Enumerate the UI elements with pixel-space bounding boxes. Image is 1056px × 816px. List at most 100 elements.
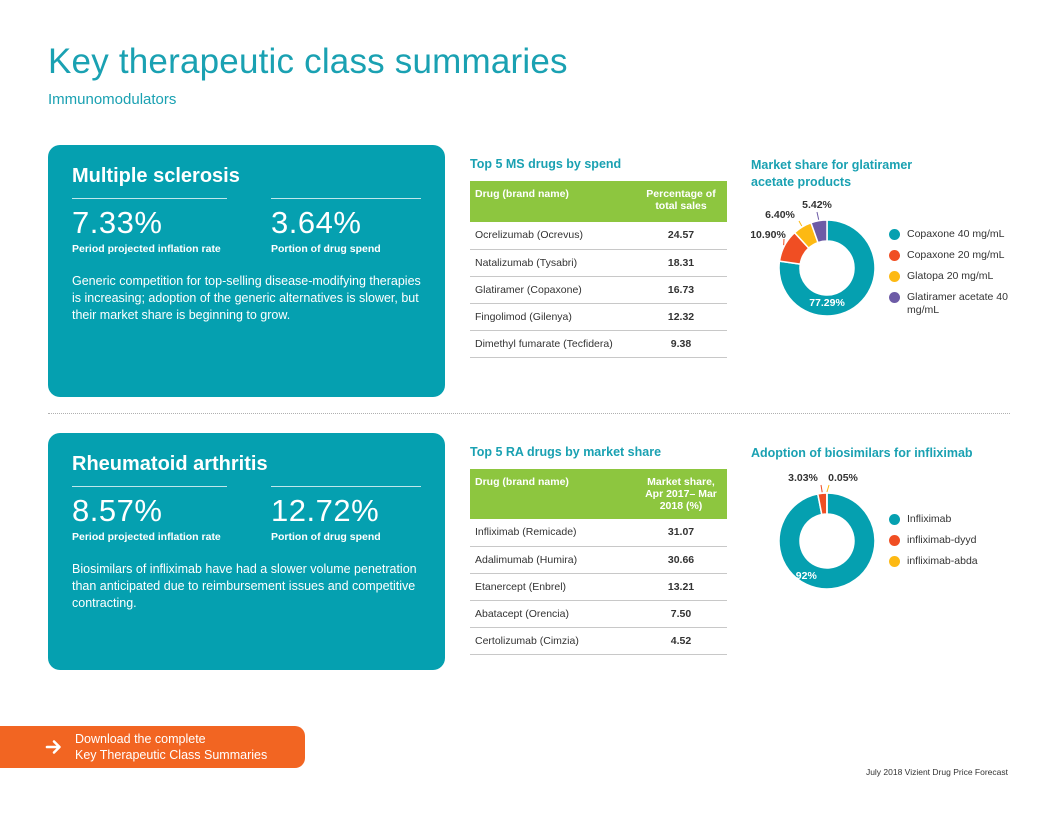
column-header-drug: Drug (brand name) — [470, 469, 635, 519]
download-button-line1: Download the complete — [75, 732, 206, 746]
donut-data-label: 0.05% — [828, 472, 858, 484]
ms-card-title: Multiple sclerosis — [72, 165, 240, 187]
drug-name: Certolizumab (Cimzia) — [470, 627, 635, 655]
ra-drugs-table: Drug (brand name) Market share, Apr 2017… — [470, 469, 727, 655]
ra-inflation-value: 8.57% — [72, 493, 163, 528]
ms-chart-legend: Copaxone 40 mg/mL Copaxone 20 mg/mL Glatop… — [889, 228, 1021, 325]
legend-item: Glatiramer acetate 40 mg/mL — [889, 291, 1021, 317]
table-header-row: Drug (brand name) Percentage of total sa… — [470, 181, 727, 222]
legend-swatch — [889, 229, 900, 240]
legend-item: Infliximab — [889, 513, 978, 526]
column-header-drug: Drug (brand name) — [470, 181, 635, 222]
legend-item: infliximab-dyyd — [889, 534, 978, 547]
table-row: Glatiramer (Copaxone) 16.73 — [470, 276, 727, 304]
ms-inflation-stat: 7.33% Period projected inflation rate — [72, 198, 227, 255]
footer-note: July 2018 Vizient Drug Price Forecast — [865, 767, 1008, 777]
ra-chart-legend: Infliximab infliximab-dyyd infliximab-abda — [889, 513, 978, 576]
drug-name: Etanercept (Enbrel) — [470, 573, 635, 601]
legend-label: infliximab-abda — [907, 555, 978, 567]
drug-value: 4.52 — [635, 627, 727, 655]
legend-swatch — [889, 292, 900, 303]
legend-swatch — [889, 556, 900, 567]
label-leader-line — [826, 484, 830, 493]
ra-inflation-stat: 8.57% Period projected inflation rate — [72, 486, 227, 543]
drug-name: Fingolimod (Gilenya) — [470, 303, 635, 331]
ra-card-title: Rheumatoid arthritis — [72, 453, 268, 475]
ra-description: Biosimilars of infliximab have had a slo… — [72, 562, 417, 610]
drug-value: 9.38 — [635, 330, 727, 358]
ms-stats: 7.33% Period projected inflation rate 3.… — [72, 198, 421, 255]
donut-data-label: 10.90% — [751, 229, 786, 241]
drug-value: 7.50 — [635, 600, 727, 628]
ms-table-block: Top 5 MS drugs by spend Drug (brand name… — [470, 157, 727, 358]
table-row: Etanercept (Enbrel) 13.21 — [470, 573, 727, 601]
ra-table-title: Top 5 RA drugs by market share — [470, 445, 662, 459]
drug-name: Abatacept (Orencia) — [470, 600, 635, 628]
donut-data-label: 96.92% — [781, 570, 817, 582]
donut-slice — [810, 219, 828, 244]
page-title: Key therapeutic class summaries — [48, 42, 568, 81]
donut-data-label: 77.29% — [809, 297, 845, 309]
drug-name: Natalizumab (Tysabri) — [470, 249, 635, 277]
page-subtitle: Immunomodulators — [48, 91, 177, 108]
ms-summary-card: Multiple sclerosis 7.33% Period projecte… — [48, 145, 445, 397]
table-row: Ocrelizumab (Ocrevus) 24.57 — [470, 222, 727, 250]
ms-spend-stat: 3.64% Portion of drug spend — [271, 198, 421, 255]
legend-label: Glatopa 20 mg/mL — [907, 270, 994, 282]
ra-spend-stat: 12.72% Portion of drug spend — [271, 486, 421, 543]
donut-slice — [778, 219, 876, 317]
drug-name: Ocrelizumab (Ocrevus) — [470, 222, 635, 250]
legend-label: Copaxone 20 mg/mL — [907, 249, 1005, 261]
ra-summary-card: Rheumatoid arthritis 8.57% Period projec… — [48, 433, 445, 670]
drug-name: Adalimumab (Humira) — [470, 546, 635, 574]
ra-table-block: Top 5 RA drugs by market share Drug (bra… — [470, 445, 727, 655]
ra-donut-chart: 96.92% 3.03% 0.05% — [778, 472, 876, 590]
table-row: Infliximab (Remicade) 31.07 — [470, 519, 727, 547]
ms-inflation-value: 7.33% — [72, 205, 163, 240]
label-leader-line — [798, 220, 803, 227]
drug-name: Glatiramer (Copaxone) — [470, 276, 635, 304]
ms-donut-chart: 77.29% 10.90% 6.40% 5.42% — [751, 199, 876, 317]
ra-chart-title: Adoption of biosimilars for infliximab — [751, 446, 973, 460]
legend-swatch — [889, 535, 900, 546]
donut-data-label: 6.40% — [765, 209, 795, 221]
drug-name: Dimethyl fumarate (Tecfidera) — [470, 330, 635, 358]
ms-inflation-label: Period projected inflation rate — [72, 243, 221, 255]
ra-biosimilar-chart: Adoption of biosimilars for infliximab 9… — [751, 445, 1021, 595]
ms-description: Generic competition for top-selling dise… — [72, 274, 421, 322]
legend-item: Glatopa 20 mg/mL — [889, 270, 1021, 283]
download-summaries-button[interactable]: Download the complete Key Therapeutic Cl… — [0, 726, 305, 768]
column-header-market-share: Market share, Apr 2017– Mar 2018 (%) — [635, 469, 727, 519]
ra-stats: 8.57% Period projected inflation rate 12… — [72, 486, 421, 543]
drug-value: 18.31 — [635, 249, 727, 277]
table-header-row: Drug (brand name) Market share, Apr 2017… — [470, 469, 727, 519]
ra-spend-value: 12.72% — [271, 493, 380, 528]
ms-table-title: Top 5 MS drugs by spend — [470, 157, 622, 171]
table-row: Natalizumab (Tysabri) 18.31 — [470, 249, 727, 277]
legend-swatch — [889, 514, 900, 525]
ms-drugs-table: Drug (brand name) Percentage of total sa… — [470, 181, 727, 358]
drug-name: Infliximab (Remicade) — [470, 519, 635, 547]
ms-spend-label: Portion of drug spend — [271, 243, 381, 255]
legend-item: infliximab-abda — [889, 555, 978, 568]
ms-spend-value: 3.64% — [271, 205, 362, 240]
label-leader-line — [816, 211, 820, 220]
legend-label: Infliximab — [907, 513, 952, 525]
donut-data-label: 5.42% — [802, 199, 832, 211]
legend-label: Glatiramer acetate 40 mg/mL — [907, 291, 1008, 316]
legend-swatch — [889, 271, 900, 282]
ms-market-share-chart: Market share for glatiramer acetate prod… — [751, 157, 1021, 337]
download-button-line2: Key Therapeutic Class Summaries — [75, 747, 268, 762]
drug-value: 30.66 — [635, 546, 727, 574]
legend-item: Copaxone 20 mg/mL — [889, 249, 1021, 262]
drug-value: 13.21 — [635, 573, 727, 601]
donut-data-label: 3.03% — [788, 472, 818, 484]
table-row: Fingolimod (Gilenya) 12.32 — [470, 303, 727, 331]
drug-value: 16.73 — [635, 276, 727, 304]
donut-slice — [778, 492, 876, 590]
column-header-percentage: Percentage of total sales — [635, 181, 727, 222]
table-row: Adalimumab (Humira) 30.66 — [470, 546, 727, 574]
arrow-right-icon — [45, 740, 61, 754]
legend-label: Copaxone 40 mg/mL — [907, 228, 1005, 240]
table-row: Dimethyl fumarate (Tecfidera) 9.38 — [470, 330, 727, 358]
